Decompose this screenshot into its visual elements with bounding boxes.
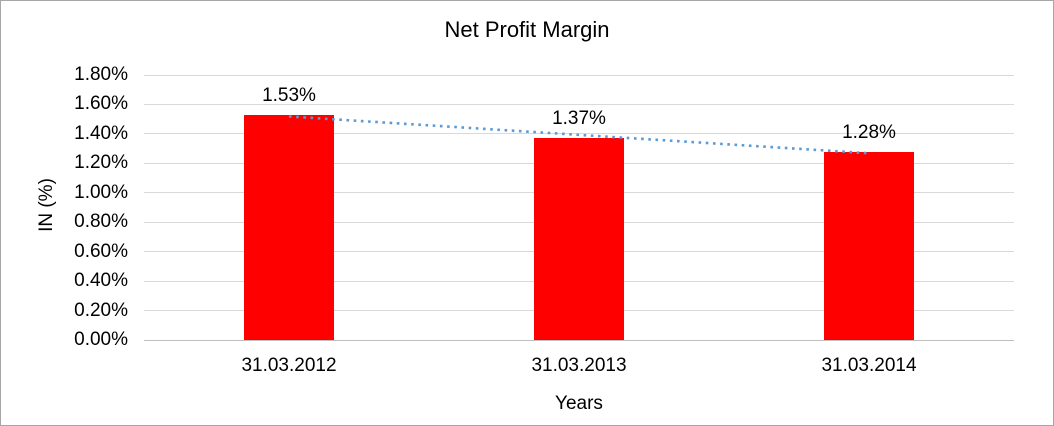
bar-31.03.2014 (824, 151, 914, 340)
chart-title: Net Profit Margin (444, 17, 610, 42)
x-category-label: 31.03.2012 (241, 355, 337, 376)
x-category-label: 31.03.2013 (531, 355, 627, 376)
x-category-label: 31.03.2014 (821, 355, 917, 376)
y-tick-label: 0.40% (74, 270, 128, 292)
data-label: 1.28% (842, 121, 896, 143)
y-tick-label: 1.20% (74, 152, 128, 174)
gridline (144, 74, 1014, 76)
y-tick-label: 1.40% (74, 122, 128, 144)
y-tick-label: 0.20% (74, 299, 128, 321)
y-tick-label: 1.80% (74, 64, 128, 85)
y-tick-label: 0.80% (74, 211, 128, 233)
y-tick-label: 1.60% (74, 93, 128, 115)
x-axis-title: Years (555, 393, 603, 414)
y-tick-label: 1.00% (74, 181, 128, 203)
gridline (144, 103, 1014, 105)
data-label: 1.53% (262, 84, 316, 106)
y-tick-label: 0.00% (74, 329, 128, 350)
x-axis-line (144, 340, 1014, 341)
bar-31.03.2012 (244, 114, 334, 340)
y-tick-label: 0.60% (74, 240, 128, 262)
data-label: 1.37% (552, 108, 606, 130)
bar-31.03.2013 (534, 138, 624, 340)
